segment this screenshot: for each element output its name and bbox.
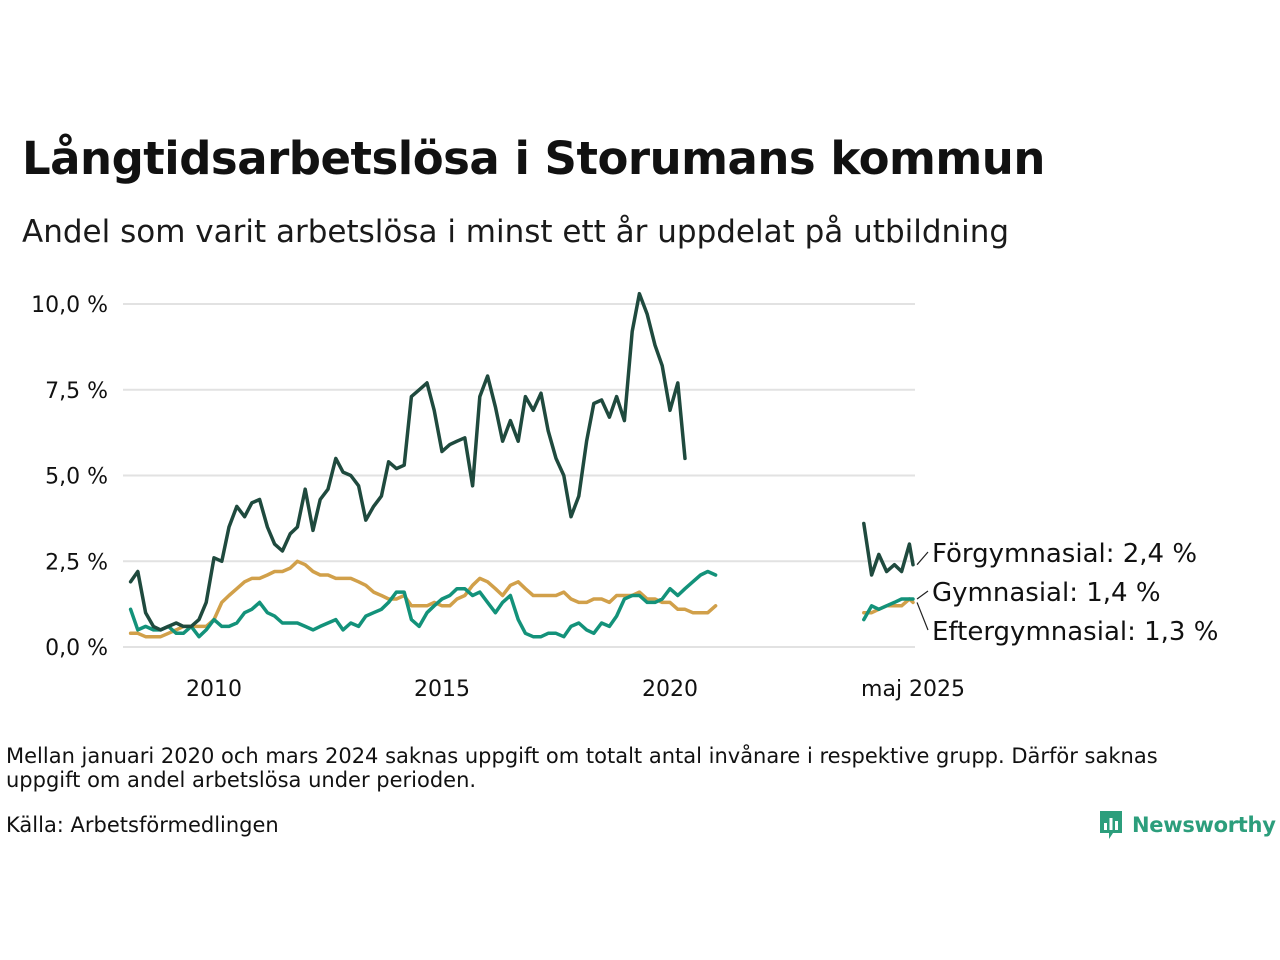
series-line-förgymnasial	[862, 521, 915, 577]
y-tick-label: 7,5 %	[45, 379, 108, 404]
gridlines	[123, 303, 915, 648]
series-line-gymnasial	[862, 597, 915, 622]
y-tick-label: 0,0 %	[45, 636, 108, 661]
newsworthy-logo: Newsworthy	[1098, 808, 1276, 842]
leader-line	[916, 590, 929, 600]
x-tick-label: 2020	[642, 677, 698, 702]
logo-text: Newsworthy	[1132, 813, 1276, 837]
series-end-label: Eftergymnasial: 1,3 %	[932, 617, 1218, 647]
x-tick-label: 2015	[414, 677, 470, 702]
footnote: Mellan januari 2020 och mars 2024 saknas…	[6, 744, 1158, 792]
y-axis-tick-labels: 0,0 % 2,5 % 5,0 % 7,5 % 10,0 %	[31, 293, 108, 661]
y-tick-label: 2,5 %	[45, 550, 108, 575]
leader-line	[916, 551, 929, 566]
y-tick-label: 10,0 %	[31, 293, 108, 318]
series-end-label: Förgymnasial: 2,4 %	[932, 539, 1197, 569]
bar-chart-speech-bubble-icon	[1100, 811, 1122, 839]
series-line-eftergymnasial	[128, 559, 718, 639]
y-tick-label: 5,0 %	[45, 465, 108, 490]
line-chart: 0,0 % 2,5 % 5,0 % 7,5 % 10,0 % 2010 2015 2020 m…	[31, 291, 1218, 702]
chart-subtitle: Andel som varit arbetslösa i minst ett å…	[22, 214, 1010, 250]
chart-title: Långtidsarbetslösa i Storumans kommun	[22, 132, 1045, 185]
leader-line	[916, 602, 929, 631]
x-tick-label: 2010	[186, 677, 242, 702]
series-lines	[128, 291, 915, 639]
series-end-label: Gymnasial: 1,4 %	[932, 578, 1161, 608]
end-labels: Förgymnasial: 2,4 % Gymnasial: 1,4 % Efter…	[916, 539, 1218, 647]
x-axis-tick-labels: 2010 2015 2020 maj 2025	[186, 677, 965, 702]
series-line-förgymnasial	[128, 291, 687, 632]
x-tick-label: maj 2025	[861, 677, 965, 702]
series-line-gymnasial	[128, 569, 718, 639]
source-text: Källa: Arbetsförmedlingen	[6, 813, 279, 837]
